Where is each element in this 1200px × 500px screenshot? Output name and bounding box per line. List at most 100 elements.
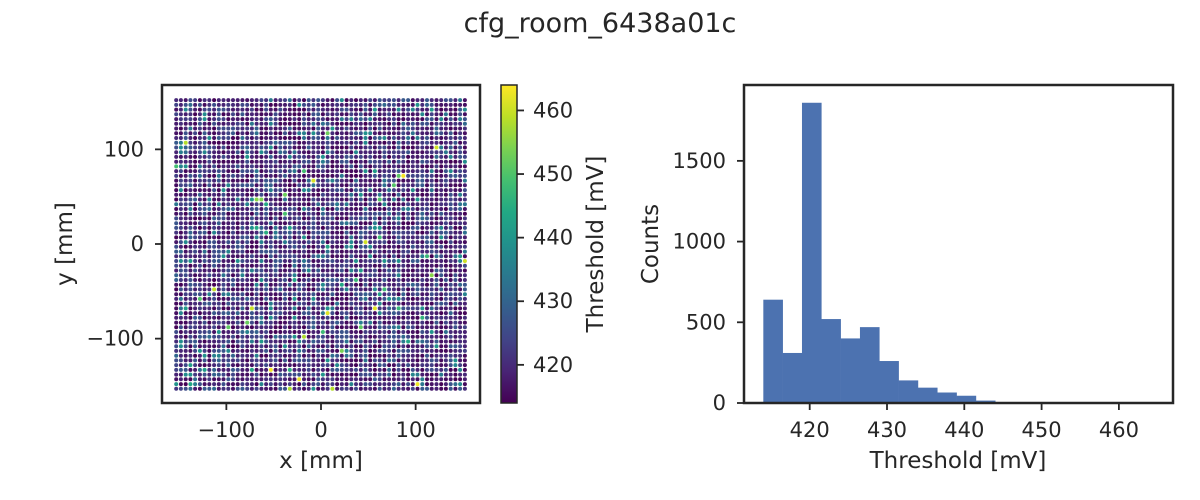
scatter-point <box>235 136 240 140</box>
scatter-point <box>249 339 254 344</box>
scatter-point <box>368 377 373 382</box>
scatter-point <box>212 334 217 339</box>
scatter-point <box>406 159 411 164</box>
scatter-point <box>197 315 202 320</box>
scatter-point <box>387 301 392 306</box>
scatter-point <box>377 121 382 126</box>
scatter-point <box>273 131 278 136</box>
scatter-point <box>349 136 354 140</box>
scatter-point <box>429 221 434 226</box>
scatter-point <box>216 140 221 145</box>
scatter-point <box>420 330 425 334</box>
scatter-point <box>254 282 259 287</box>
scatter-point <box>278 225 283 230</box>
scatter-point <box>391 159 396 164</box>
scatter-point <box>278 121 283 126</box>
scatter-point <box>226 320 231 325</box>
scatter-point <box>372 377 377 382</box>
scatter-point <box>311 358 316 363</box>
scatter-point <box>221 173 226 178</box>
scatter-point <box>448 126 453 131</box>
scatter-point <box>344 117 349 122</box>
scatter-point <box>391 244 396 249</box>
scatter-point <box>249 188 254 193</box>
scatter-point <box>420 386 425 391</box>
scatter-point <box>226 164 231 169</box>
scatter-point <box>391 278 396 282</box>
scatter-point <box>391 225 396 230</box>
scatter-point <box>410 159 415 164</box>
scatter-point <box>391 367 396 372</box>
scatter-point <box>297 225 302 230</box>
scatter-point <box>302 164 306 169</box>
scatter-point <box>439 173 444 178</box>
scatter-point <box>193 154 198 159</box>
scatter-point <box>320 154 325 159</box>
scatter-point <box>368 325 373 330</box>
scatter-point <box>387 339 392 344</box>
scatter-point <box>377 192 382 197</box>
scatter-point <box>396 358 401 363</box>
scatter-point <box>354 282 358 287</box>
scatter-point <box>406 254 411 259</box>
scatter-point <box>188 353 193 358</box>
scatter-point <box>264 164 269 169</box>
scatter-point <box>178 178 183 183</box>
scatter-point <box>349 363 354 368</box>
scatter-point <box>410 348 415 353</box>
scatter-point <box>259 292 264 297</box>
scatter-point <box>335 278 340 282</box>
scatter-point <box>231 325 235 330</box>
scatter-point <box>387 131 392 136</box>
scatter-x-ticks: −100 0 100 <box>198 403 436 442</box>
scatter-point <box>174 348 179 353</box>
scatter-point <box>178 207 183 211</box>
scatter-point <box>462 382 467 387</box>
scatter-point <box>358 136 363 140</box>
scatter-point <box>448 386 453 391</box>
scatter-point <box>193 140 198 145</box>
scatter-point <box>240 126 245 131</box>
scatter-point <box>429 235 434 240</box>
scatter-point <box>202 230 207 235</box>
scatter-point <box>231 107 235 112</box>
scatter-point <box>439 211 444 216</box>
scatter-point <box>240 230 245 235</box>
scatter-point <box>283 382 287 387</box>
scatter-point <box>254 263 259 268</box>
scatter-point <box>178 367 183 372</box>
scatter-point <box>178 197 183 202</box>
scatter-point <box>439 249 444 254</box>
scatter-point <box>202 301 207 306</box>
scatter-point <box>231 197 235 202</box>
scatter-point <box>344 358 349 363</box>
scatter-point <box>448 254 453 259</box>
scatter-point <box>302 377 306 382</box>
scatter-point <box>429 287 434 292</box>
scatter-point <box>311 207 316 211</box>
scatter-point <box>245 154 250 159</box>
scatter-point <box>425 169 429 174</box>
scatter-point <box>302 334 306 339</box>
scatter-point <box>372 154 377 159</box>
scatter-point <box>292 363 297 368</box>
scatter-point <box>391 140 396 145</box>
scatter-point <box>287 145 292 150</box>
scatter-point <box>226 268 231 273</box>
scatter-point <box>448 348 453 353</box>
scatter-point <box>429 315 434 320</box>
scatter-point <box>311 192 316 197</box>
scatter-point <box>235 259 240 263</box>
scatter-point <box>434 192 439 197</box>
scatter-point <box>387 282 392 287</box>
scatter-point <box>387 320 392 325</box>
scatter-point <box>273 292 278 297</box>
scatter-point <box>368 154 373 159</box>
scatter-point <box>320 230 325 235</box>
scatter-point <box>273 358 278 363</box>
scatter-point <box>363 221 368 226</box>
scatter-point <box>335 259 340 263</box>
scatter-point <box>240 235 245 240</box>
scatter-point <box>207 348 212 353</box>
scatter-point <box>264 225 269 230</box>
